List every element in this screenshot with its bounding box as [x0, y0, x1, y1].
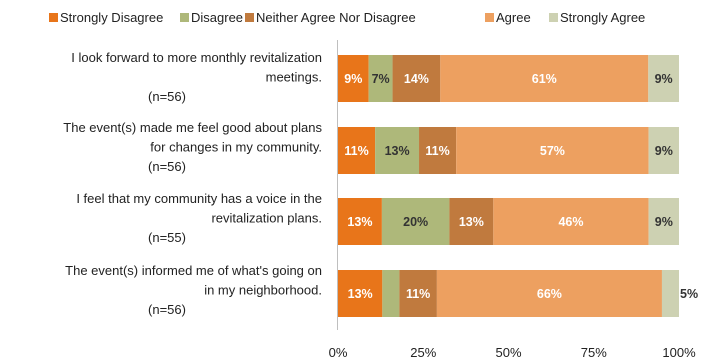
- legend-swatch: [485, 13, 494, 22]
- data-label: 46%: [558, 215, 583, 229]
- category-label-line: I look forward to more monthly revitaliz…: [71, 50, 322, 65]
- data-label: 11%: [406, 287, 430, 301]
- data-label: 13%: [347, 215, 372, 229]
- data-label: 13%: [348, 287, 373, 301]
- x-tick-label: 0%: [329, 345, 348, 360]
- category-labels: I look forward to more monthly revitaliz…: [63, 50, 322, 317]
- bar-segment: [381, 198, 450, 245]
- bar-segment: [456, 127, 649, 174]
- bar-segment: [392, 55, 441, 102]
- bar-segment: [440, 55, 649, 102]
- x-tick-label: 25%: [410, 345, 436, 360]
- data-label: 7%: [372, 72, 390, 86]
- legend-label: Strongly Agree: [560, 10, 645, 25]
- category-label-line: revitalization plans.: [211, 211, 322, 226]
- category-label-line: (n=56): [148, 159, 186, 174]
- legend-label: Strongly Disagree: [60, 10, 163, 25]
- legend-label: Disagree: [191, 10, 243, 25]
- data-label: 61%: [532, 72, 557, 86]
- bar-segment: [338, 55, 369, 102]
- x-tick-label: 50%: [495, 345, 521, 360]
- data-label: 11%: [344, 144, 368, 158]
- category-label-line: for changes in my community.: [150, 140, 322, 155]
- bar-segment: [449, 198, 494, 245]
- legend-swatch: [180, 13, 189, 22]
- bar-segment: [648, 55, 679, 102]
- bar-segment: [338, 198, 382, 245]
- chart-legend: Strongly Disagree Disagree Neither Agree N…: [49, 10, 645, 25]
- data-label: 14%: [404, 72, 429, 86]
- category-label-line: meetings.: [266, 70, 322, 85]
- category-label-line: The event(s) made me feel good about pla…: [63, 120, 322, 135]
- data-label: 57%: [540, 144, 565, 158]
- category-label-line: (n=56): [148, 302, 186, 317]
- category-label-line: (n=56): [148, 89, 186, 104]
- bar-segment: [661, 270, 679, 317]
- data-label: 9%: [344, 72, 362, 86]
- data-label: 9%: [655, 72, 673, 86]
- bar-segment: [338, 270, 383, 317]
- data-label: 20%: [403, 215, 428, 229]
- bar-segment: [368, 55, 393, 102]
- bar-segment: [338, 127, 376, 174]
- x-tick-labels: 0% 25% 50% 75% 100%: [329, 345, 696, 360]
- data-label: 9%: [655, 144, 673, 158]
- x-tick-label: 75%: [581, 345, 607, 360]
- data-label: 9%: [655, 215, 673, 229]
- bar-segment: [648, 127, 679, 174]
- bar-segment: [493, 198, 649, 245]
- bar-segment: [375, 127, 420, 174]
- bar-segment: [399, 270, 437, 317]
- legend-swatch: [49, 13, 58, 22]
- x-tick-label: 100%: [662, 345, 696, 360]
- bar-segment: [382, 270, 400, 317]
- data-label: 13%: [385, 144, 410, 158]
- data-label: 5%: [680, 287, 698, 301]
- category-label-line: I feel that my community has a voice in …: [76, 191, 322, 206]
- category-label-line: The event(s) informed me of what's going…: [65, 263, 322, 278]
- data-label: 66%: [537, 287, 562, 301]
- category-label-line: (n=55): [148, 230, 186, 245]
- data-label: 13%: [459, 215, 484, 229]
- data-label: 11%: [425, 144, 449, 158]
- legend-label: Neither Agree Nor Disagree: [256, 10, 416, 25]
- bar-segment: [648, 198, 679, 245]
- legend-label: Agree: [496, 10, 531, 25]
- category-label-line: in my neighborhood.: [204, 283, 322, 298]
- bar-segment: [419, 127, 457, 174]
- bar-segment: [436, 270, 662, 317]
- legend-swatch: [549, 13, 558, 22]
- legend-swatch: [245, 13, 254, 22]
- plot-area: 9% 7% 14% 61% 9% 11% 13% 11% 57% 9% 13% 20% 13% 46% 9%…: [338, 55, 698, 317]
